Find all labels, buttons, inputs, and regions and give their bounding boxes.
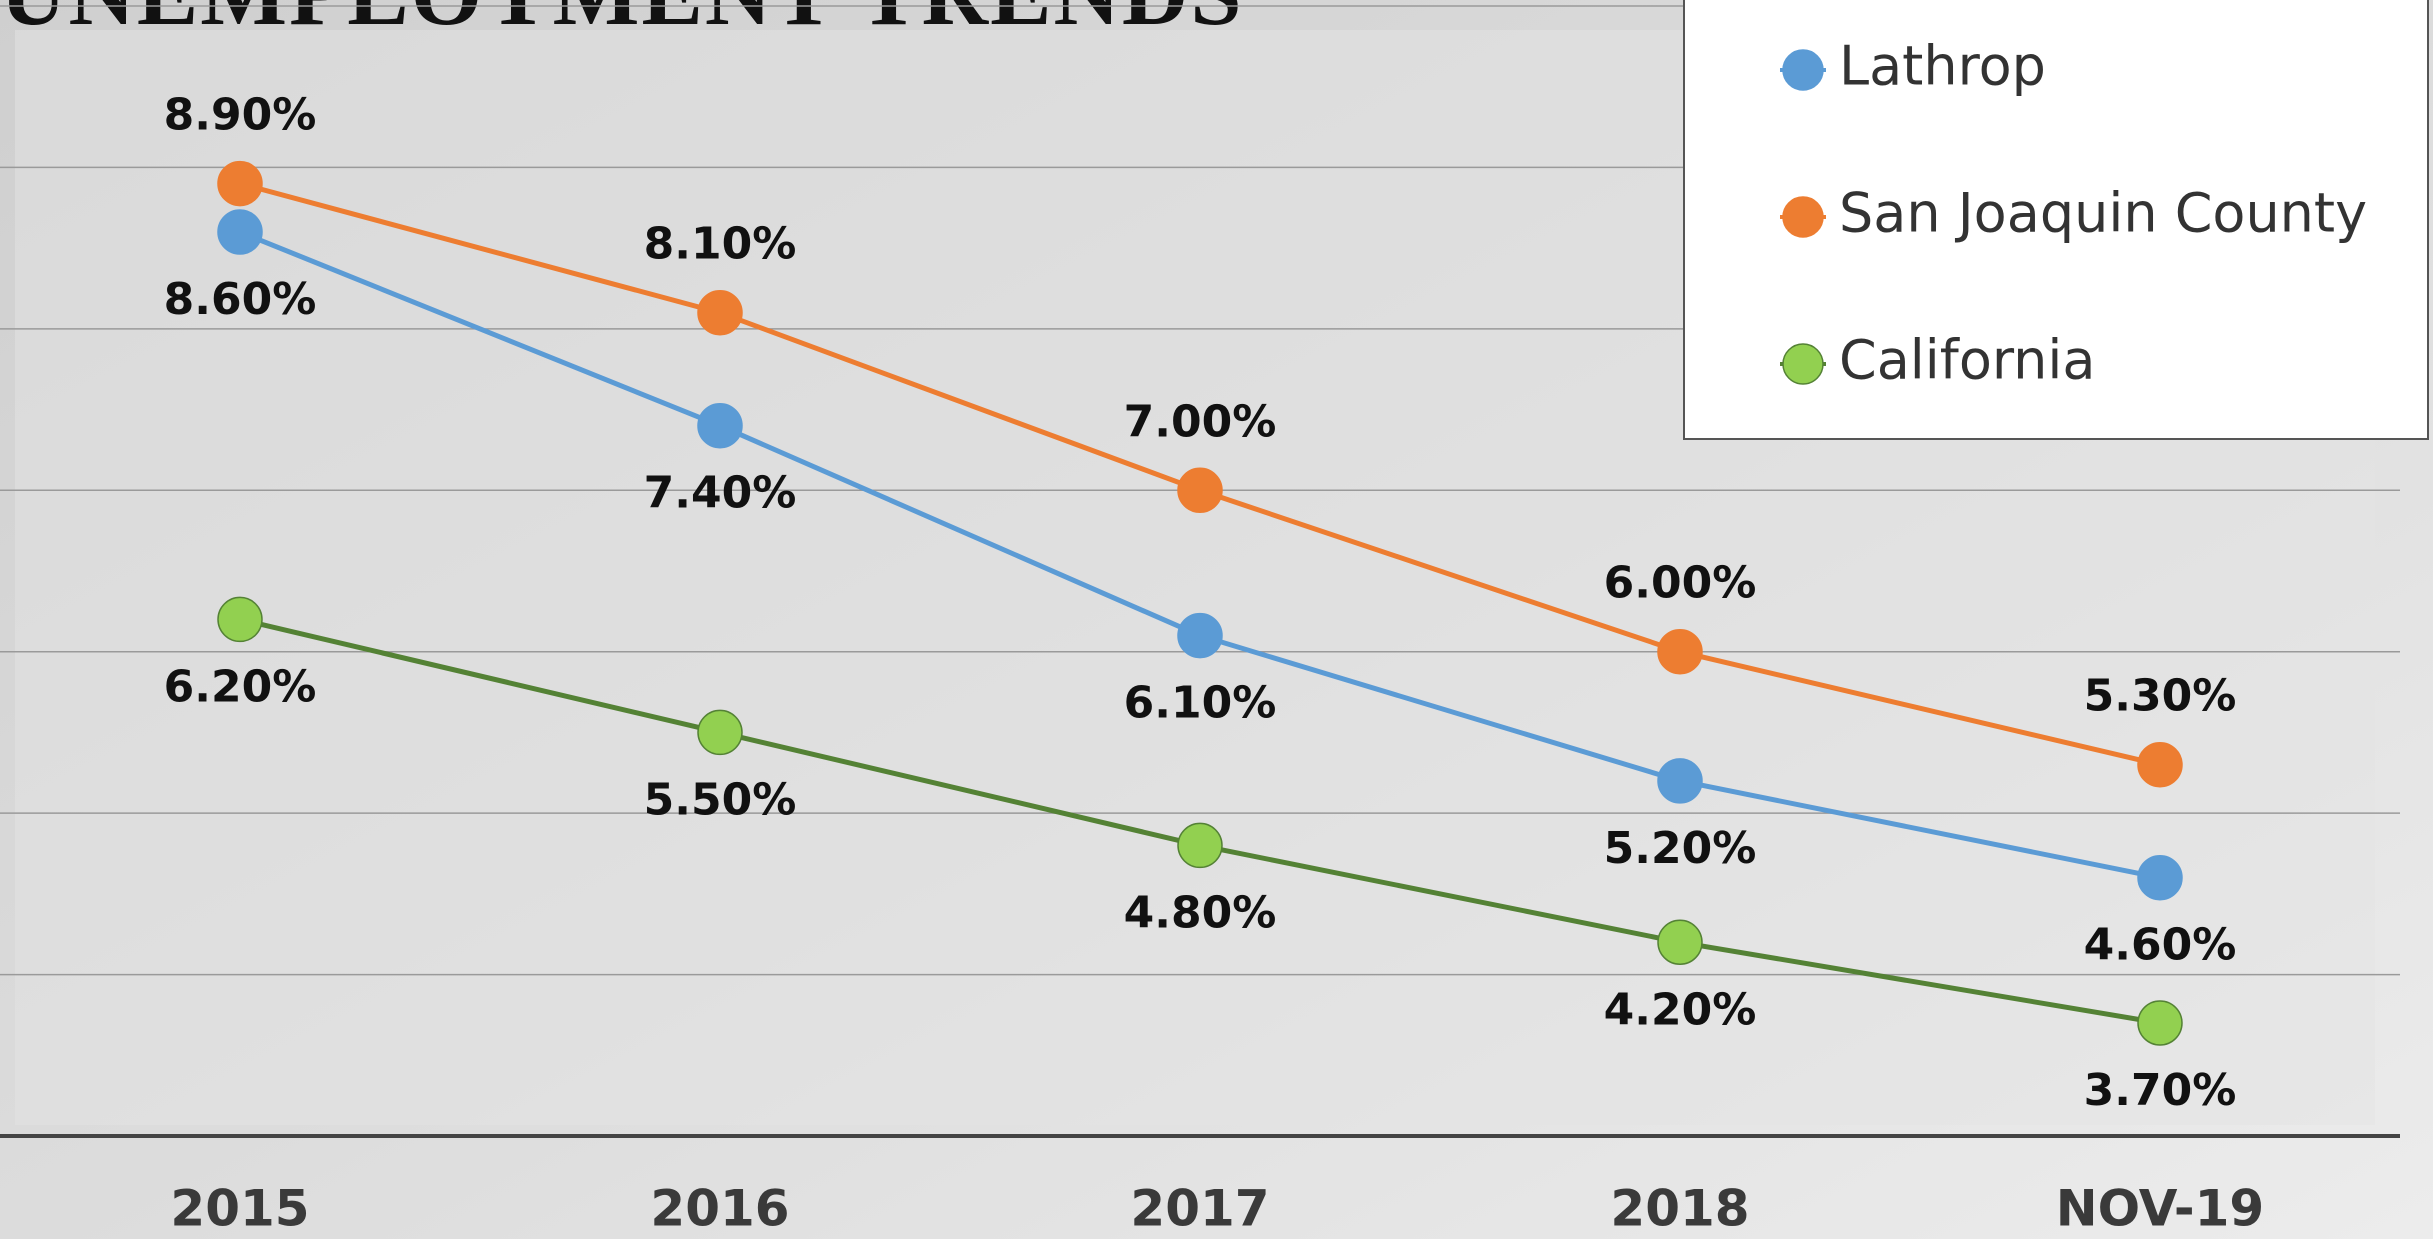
data-label: 8.10% — [644, 219, 797, 270]
data-point — [1658, 630, 1702, 674]
data-point — [218, 162, 262, 206]
legend-label: California — [1839, 329, 2095, 392]
data-point — [698, 291, 742, 335]
x-tick-label: NOV-19 — [2056, 1180, 2264, 1238]
legend-marker — [1783, 50, 1823, 90]
data-label: 6.10% — [1124, 678, 1277, 729]
data-label: 5.20% — [1604, 823, 1757, 874]
legend-label: San Joaquin County — [1839, 182, 2367, 245]
data-label: 8.90% — [164, 90, 317, 141]
x-tick-label: 2017 — [1130, 1180, 1269, 1238]
chart: UNEMPLOYMENT TRENDS 2015201620172018NOV-… — [0, 0, 2433, 1239]
legend-label: Lathrop — [1839, 35, 2046, 98]
data-label: 5.50% — [644, 774, 797, 825]
data-label: 6.20% — [164, 661, 317, 712]
data-point — [1178, 614, 1222, 658]
data-label: 7.40% — [644, 468, 797, 519]
data-label: 4.20% — [1604, 984, 1757, 1035]
page: UNEMPLOYMENT TRENDS 2015201620172018NOV-… — [0, 0, 2433, 1239]
legend-marker — [1783, 197, 1823, 237]
data-point — [2138, 1001, 2182, 1045]
data-label: 4.60% — [2084, 920, 2237, 971]
data-point — [2138, 856, 2182, 900]
data-point — [698, 710, 742, 754]
data-point — [1658, 759, 1702, 803]
x-tick-label: 2015 — [170, 1180, 309, 1238]
data-label: 6.00% — [1604, 558, 1757, 609]
data-point — [1178, 468, 1222, 512]
data-point — [2138, 743, 2182, 787]
data-point — [1658, 920, 1702, 964]
data-label: 5.30% — [2084, 671, 2237, 722]
data-label: 4.80% — [1124, 887, 1277, 938]
data-label: 3.70% — [2084, 1065, 2237, 1116]
data-label: 8.60% — [164, 274, 317, 325]
data-label: 7.00% — [1124, 396, 1277, 447]
x-tick-label: 2018 — [1610, 1180, 1749, 1238]
x-tick-label: 2016 — [650, 1180, 789, 1238]
data-point — [218, 597, 262, 641]
legend-marker — [1783, 344, 1823, 384]
data-point — [218, 210, 262, 254]
data-point — [698, 404, 742, 448]
data-point — [1178, 823, 1222, 867]
